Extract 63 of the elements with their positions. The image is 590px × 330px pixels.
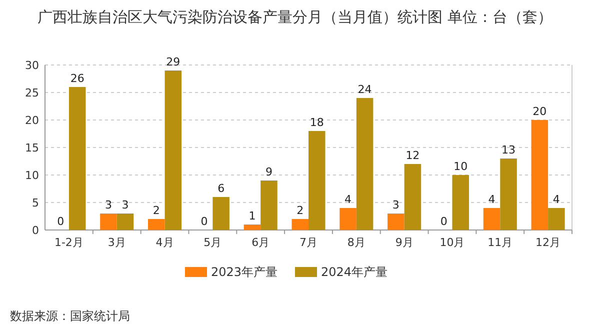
bar: [531, 120, 548, 230]
data-label: 12: [406, 149, 420, 162]
bar: [388, 214, 404, 230]
bar: [308, 131, 326, 230]
data-label: 2: [152, 204, 160, 217]
data-label: 1: [248, 210, 256, 222]
x-tick-label: 11月: [488, 236, 513, 249]
bar: [404, 164, 422, 230]
legend-label: 2024年产量: [321, 265, 388, 279]
data-label: 26: [70, 72, 84, 85]
legend-label: 2023年产量: [211, 265, 278, 279]
data-label: 4: [552, 193, 560, 206]
bar: [116, 214, 134, 230]
x-tick-label: 10月: [440, 236, 465, 249]
y-tick-label: 0: [32, 224, 39, 237]
data-label: 29: [166, 56, 180, 68]
data-label: 4: [488, 193, 496, 206]
bar: [68, 87, 86, 230]
y-tick-label: 20: [25, 114, 39, 127]
x-tick-label: 6月: [252, 236, 270, 249]
data-label: 6: [218, 182, 225, 195]
bar: [483, 208, 500, 230]
data-label: 4: [344, 193, 352, 206]
bar: [292, 219, 308, 230]
data-label: 3: [392, 198, 400, 212]
bar: [164, 70, 182, 230]
x-tick-label: 3月: [108, 236, 126, 249]
data-label: 18: [310, 116, 324, 129]
data-label: 13: [502, 144, 516, 156]
y-tick-label: 10: [25, 169, 39, 182]
bar: [212, 197, 230, 230]
bar: [148, 219, 165, 230]
bar: [548, 208, 565, 230]
x-tick-label: 12月: [536, 236, 561, 249]
data-label: 10: [454, 160, 468, 173]
y-tick-label: 30: [25, 59, 39, 72]
x-tick-label: 8月: [347, 236, 366, 249]
data-label: 0: [200, 215, 208, 228]
x-tick-label: 9月: [395, 236, 414, 249]
x-tick-label: 1-2月: [54, 236, 84, 249]
x-tick-label: 4月: [156, 236, 174, 249]
data-label: 2: [296, 204, 304, 217]
bar: [340, 208, 356, 230]
y-tick-label: 15: [25, 142, 39, 154]
bar: [356, 98, 374, 230]
data-label: 0: [57, 215, 64, 228]
bar: [244, 224, 261, 230]
data-label: 24: [358, 83, 372, 96]
x-tick-label: 7月: [300, 236, 318, 249]
source-note: 数据来源：国家统计局: [10, 309, 130, 323]
y-tick-label: 25: [25, 86, 39, 100]
data-label: 3: [122, 198, 129, 212]
bar: [260, 180, 278, 230]
data-label: 9: [265, 166, 272, 178]
data-label: 0: [440, 215, 448, 228]
bar: [100, 214, 117, 230]
data-label: 20: [532, 105, 547, 118]
bar: [500, 158, 517, 230]
chart-title: 广西壮族自治区大气污染防治设备产量分月（当月值）统计图 单位：台（套）: [38, 8, 552, 26]
y-tick-label: 5: [32, 196, 39, 210]
data-label: 3: [104, 198, 112, 212]
bar: [452, 175, 469, 230]
x-tick-label: 5月: [204, 236, 222, 249]
